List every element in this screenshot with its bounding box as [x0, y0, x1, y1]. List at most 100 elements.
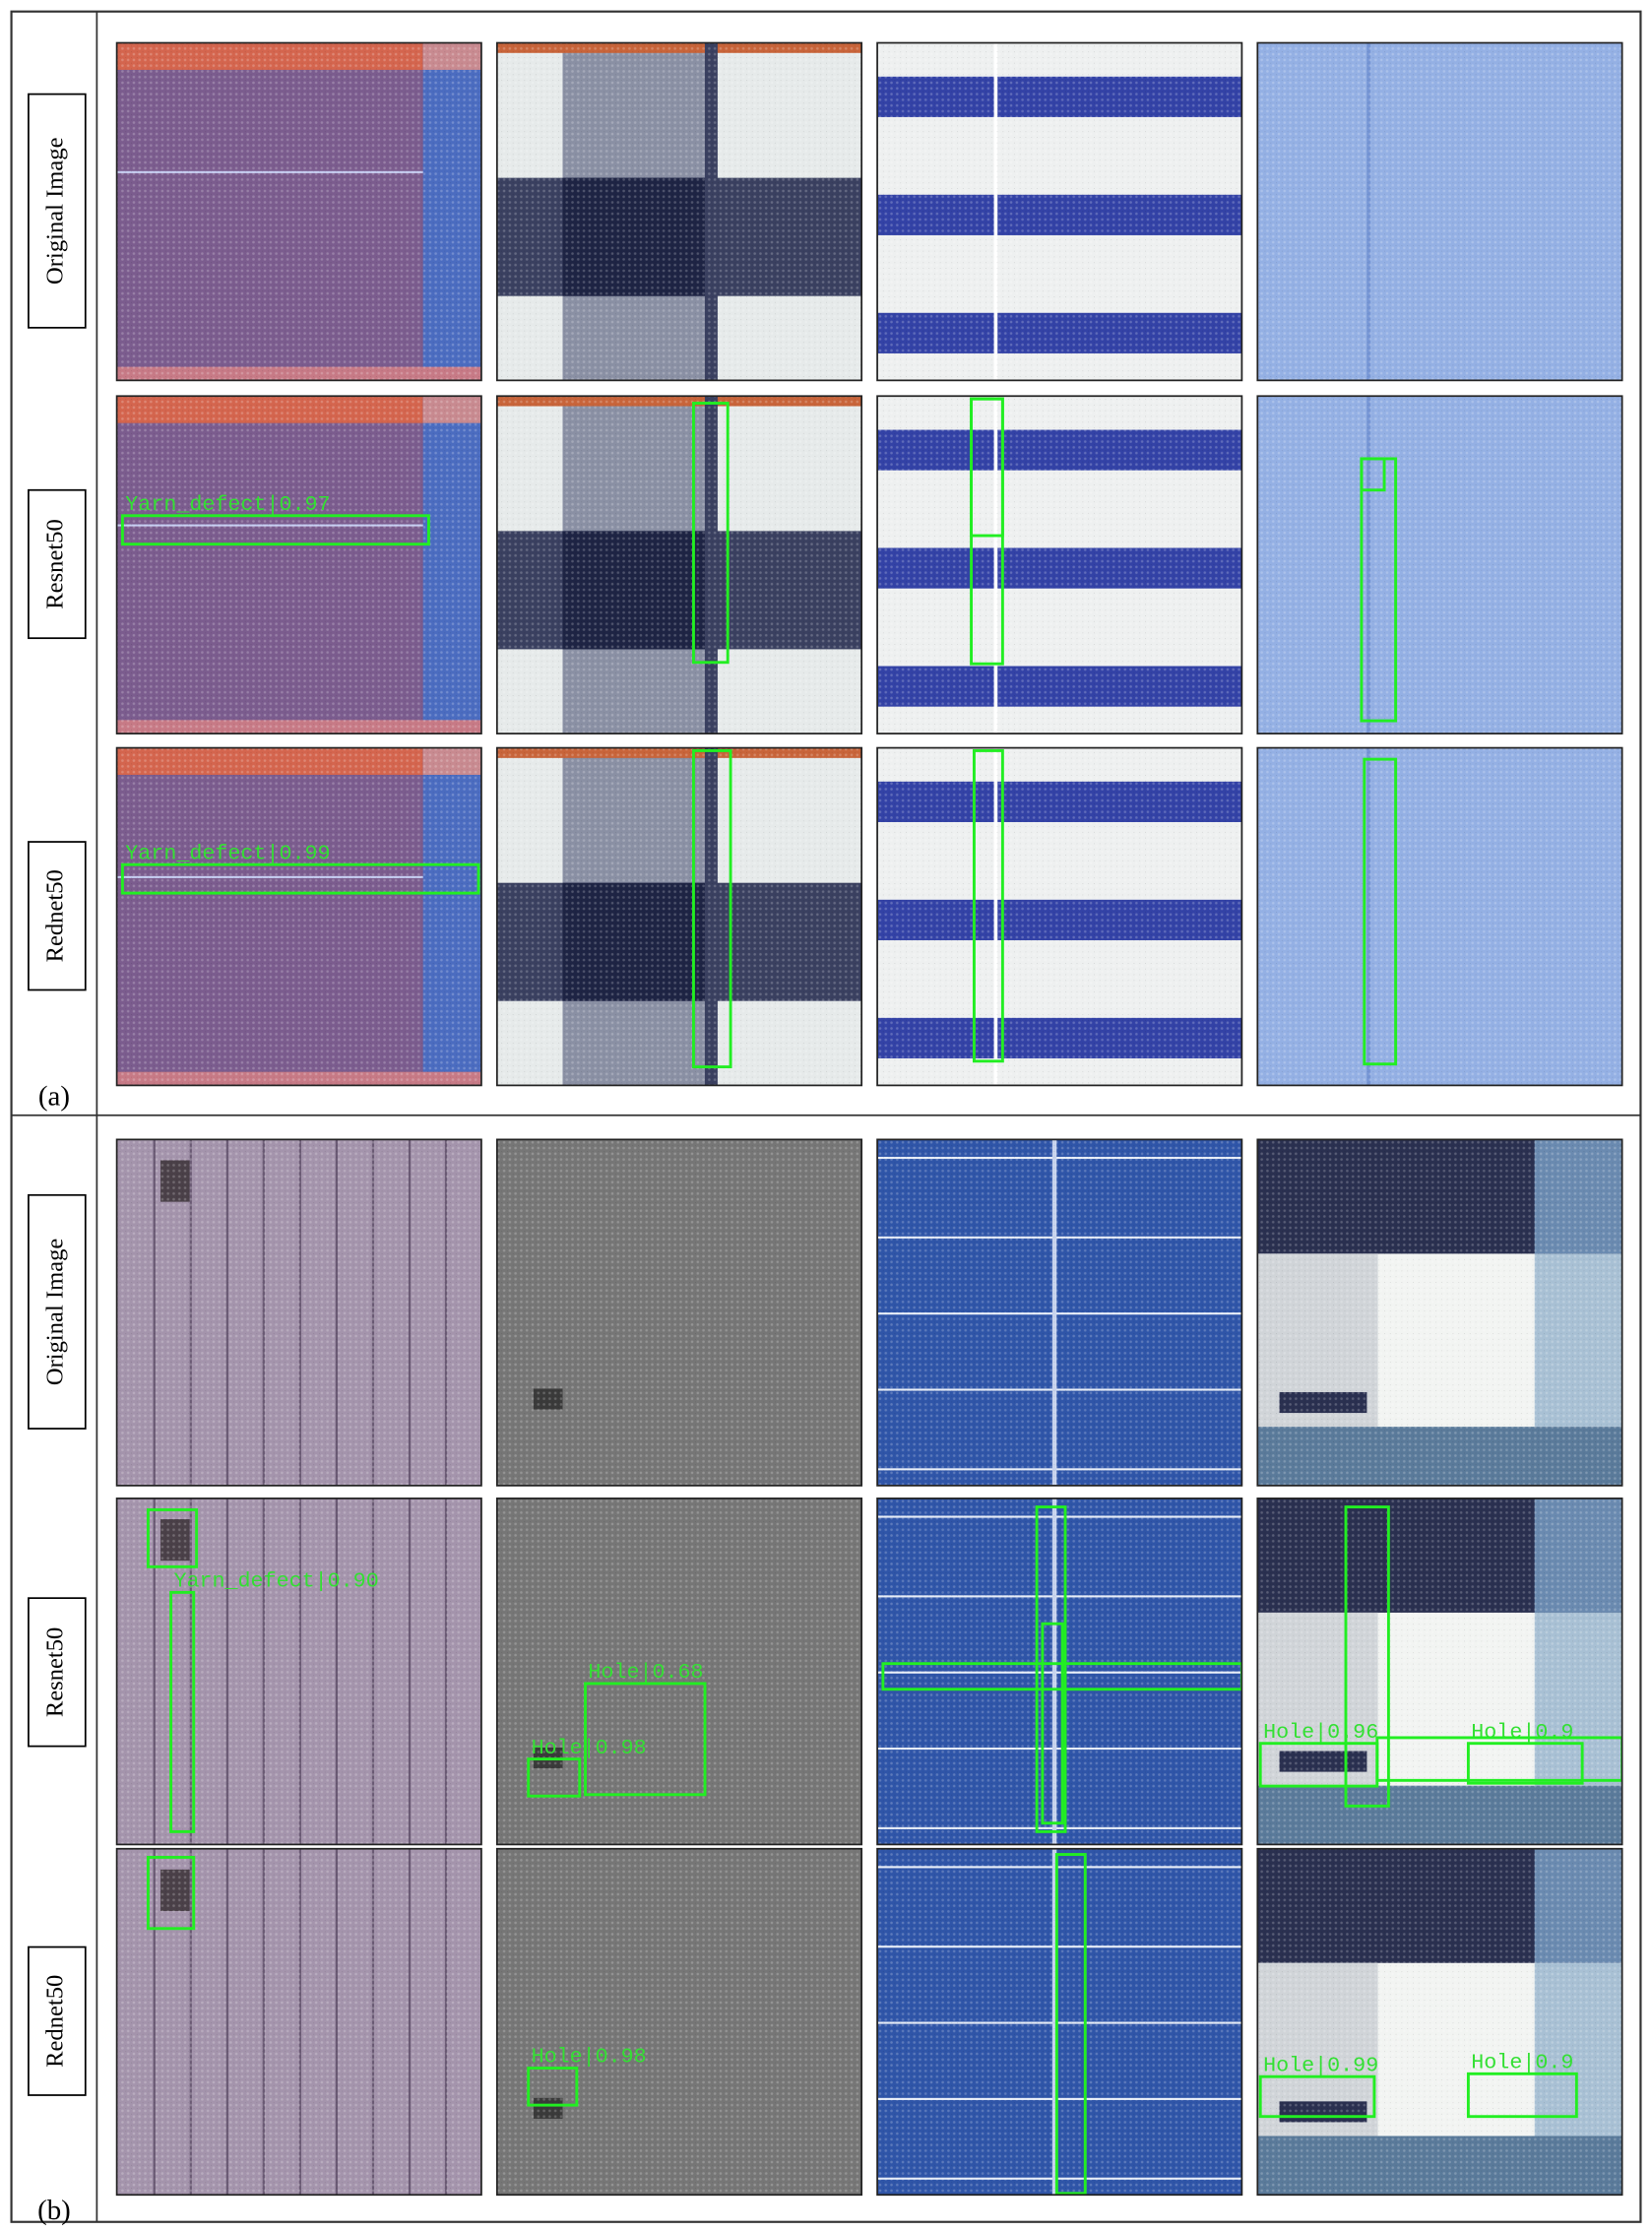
row-label: Rednet50 — [42, 1975, 69, 2068]
texture — [116, 1848, 481, 2196]
image-border — [1256, 746, 1623, 1087]
fabric-image — [877, 1848, 1242, 2196]
fabric-image: Yarn_defect|0.97 — [116, 396, 481, 734]
row-label-box — [28, 93, 87, 329]
image-border — [495, 41, 863, 382]
fabric-image — [496, 396, 862, 734]
detection-box — [146, 1855, 196, 1931]
texture — [877, 1848, 1242, 2196]
image-border — [876, 1847, 1243, 2197]
fabric-image — [877, 42, 1242, 381]
image-border — [876, 1498, 1243, 1846]
image-border — [115, 1138, 482, 1487]
row-label-box — [28, 1597, 87, 1748]
texture — [496, 1848, 862, 2196]
texture — [116, 1498, 481, 1845]
texture — [877, 747, 1242, 1086]
detection-label: Hole|0.96 — [1263, 1720, 1378, 1745]
row-label-box — [28, 1945, 87, 2096]
detection-box — [146, 1508, 199, 1568]
texture — [877, 396, 1242, 734]
image-border — [115, 1847, 482, 2197]
image-border — [876, 395, 1243, 734]
fabric-image — [877, 396, 1242, 734]
image-border — [115, 41, 482, 382]
texture — [496, 1498, 862, 1845]
detection-label: Yarn_defect|0.97 — [125, 492, 330, 517]
texture — [1257, 747, 1622, 1086]
detection-box — [120, 862, 480, 895]
detection-box — [1360, 457, 1398, 723]
fabric-image: Yarn_defect|0.99 — [116, 747, 481, 1086]
fabric-image: Hole|0.98 — [496, 1848, 862, 2196]
fabric-image — [116, 1848, 481, 2196]
image-border — [115, 395, 482, 734]
image-border — [876, 746, 1243, 1087]
image-border — [495, 1498, 863, 1846]
fabric-image — [877, 1139, 1242, 1486]
detection-box — [1054, 1853, 1087, 2196]
image-border — [495, 395, 863, 734]
texture — [496, 42, 862, 381]
detection-box — [1363, 757, 1398, 1066]
detection-box — [1041, 1622, 1064, 1825]
texture — [116, 396, 481, 734]
texture — [877, 1498, 1242, 1845]
texture — [116, 1139, 481, 1486]
detection-label: Hole|0.9 — [1471, 2051, 1573, 2075]
row-label-box — [28, 488, 87, 640]
image-border — [876, 41, 1243, 382]
texture — [1257, 1848, 1622, 2196]
row-label: Rednet50 — [42, 869, 69, 962]
detection-box — [169, 1590, 196, 1833]
image-border — [495, 1138, 863, 1487]
detection-label: Hole|0.99 — [1263, 2053, 1378, 2077]
fabric-image — [1257, 42, 1622, 381]
fabric-image — [496, 747, 862, 1086]
detection-label: Hole|0.9 — [1471, 1720, 1573, 1745]
texture — [116, 747, 481, 1086]
detection-box — [692, 749, 732, 1069]
image-border — [1256, 1498, 1623, 1846]
fabric-image — [1257, 396, 1622, 734]
row-label: Resnet50 — [42, 519, 69, 608]
row-label: Original Image — [42, 137, 69, 285]
detection-box — [584, 1682, 707, 1797]
fabric-image — [116, 1139, 481, 1486]
detection-box — [1375, 1736, 1622, 1782]
image-border — [876, 1138, 1243, 1487]
detection-label: Hole|0.68 — [588, 1660, 703, 1685]
detection-box — [1344, 1505, 1390, 1808]
fabric-image: Hole|0.96 Hole|0.9 — [1257, 1498, 1622, 1845]
detection-box — [692, 402, 730, 665]
fabric-image — [1257, 747, 1622, 1086]
detection-label: Yarn_defect|0.90 — [173, 1569, 378, 1594]
image-border — [1256, 41, 1623, 382]
fabric-image: Hole|0.68 Hole|0.98 — [496, 1498, 862, 1845]
texture — [1257, 42, 1622, 381]
texture — [1257, 396, 1622, 734]
fabric-image — [496, 42, 862, 381]
image-border — [1256, 1847, 1623, 2197]
panel-label: (a) — [38, 1081, 70, 1113]
detection-box — [1466, 1742, 1584, 1785]
image-border — [115, 746, 482, 1087]
texture — [496, 747, 862, 1086]
image-border — [495, 1847, 863, 2197]
fabric-image: Yarn_defect|0.90 — [116, 1498, 481, 1845]
fabric-image — [496, 1139, 862, 1486]
outer-border — [10, 10, 1642, 2223]
row-label-box — [28, 1193, 87, 1430]
detection-label: Hole|0.98 — [532, 2045, 647, 2070]
image-border — [1256, 1138, 1623, 1487]
panel-label: (b) — [37, 2195, 71, 2226]
detection-label: Yarn_defect|0.99 — [125, 841, 330, 865]
texture — [877, 42, 1242, 381]
fabric-image: Hole|0.99 Hole|0.9 — [1257, 1848, 1622, 2196]
texture — [116, 42, 481, 381]
fabric-image — [116, 42, 481, 381]
texture — [877, 1139, 1242, 1486]
texture — [496, 396, 862, 734]
texture — [1257, 1139, 1622, 1486]
row-label: Original Image — [42, 1239, 69, 1386]
